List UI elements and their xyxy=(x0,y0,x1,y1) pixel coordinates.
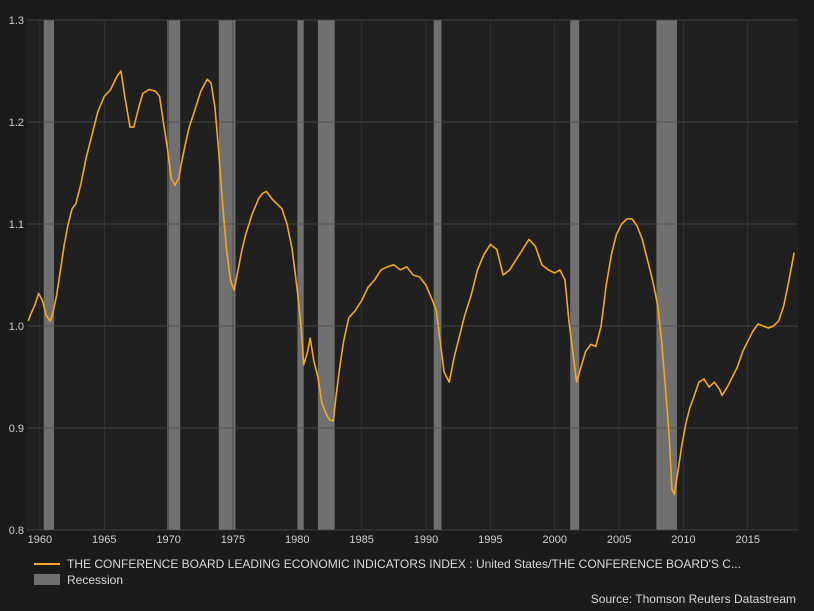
x-tick-label-10: 2010 xyxy=(671,534,695,546)
y-tick-label-5: 1.3 xyxy=(9,15,24,27)
recession-band-6 xyxy=(570,20,580,530)
y-axis-ticks: 0.8 0.9 1.0 1.1 1.2 1.3 xyxy=(9,15,24,537)
legend-series-label: THE CONFERENCE BOARD LEADING ECONOMIC IN… xyxy=(67,557,741,571)
x-tick-label-4: 1980 xyxy=(285,534,309,546)
recession-band-5 xyxy=(433,20,442,530)
y-tick-label-0: 0.8 xyxy=(9,525,24,537)
series-line-leading-index xyxy=(27,70,795,496)
recession-band-3 xyxy=(297,20,304,530)
x-tick-label-7: 1995 xyxy=(478,534,502,546)
x-tick-label-9: 2005 xyxy=(607,534,631,546)
x-tick-label-3: 1975 xyxy=(221,534,245,546)
legend: THE CONFERENCE BOARD LEADING ECONOMIC IN… xyxy=(34,557,741,587)
y-tick-label-3: 1.1 xyxy=(9,219,24,231)
legend-recession-swatch xyxy=(34,574,60,585)
recession-band-4 xyxy=(317,20,335,530)
recession-band-7 xyxy=(656,20,678,530)
y-tick-label-2: 1.0 xyxy=(9,321,24,333)
recession-band-1 xyxy=(167,20,181,530)
y-tick-label-1: 0.9 xyxy=(9,423,24,435)
source-note: Source: Thomson Reuters Datastream xyxy=(591,592,796,606)
recession-band-2 xyxy=(218,20,236,530)
x-tick-label-0: 1960 xyxy=(28,534,52,546)
x-tick-label-11: 2015 xyxy=(736,534,760,546)
y-tick-label-4: 1.2 xyxy=(9,117,24,129)
x-tick-label-5: 1985 xyxy=(349,534,373,546)
legend-recession-label: Recession xyxy=(67,573,123,587)
x-tick-label-8: 2000 xyxy=(542,534,566,546)
x-tick-label-6: 1990 xyxy=(414,534,438,546)
x-tick-label-2: 1970 xyxy=(156,534,180,546)
x-axis-ticks: 1960 1965 1970 1975 1980 1985 1990 1995 2000 2005… xyxy=(28,534,760,546)
recession-band-0 xyxy=(43,20,55,530)
grid-lines xyxy=(27,19,798,531)
x-tick-label-1: 1965 xyxy=(92,534,116,546)
